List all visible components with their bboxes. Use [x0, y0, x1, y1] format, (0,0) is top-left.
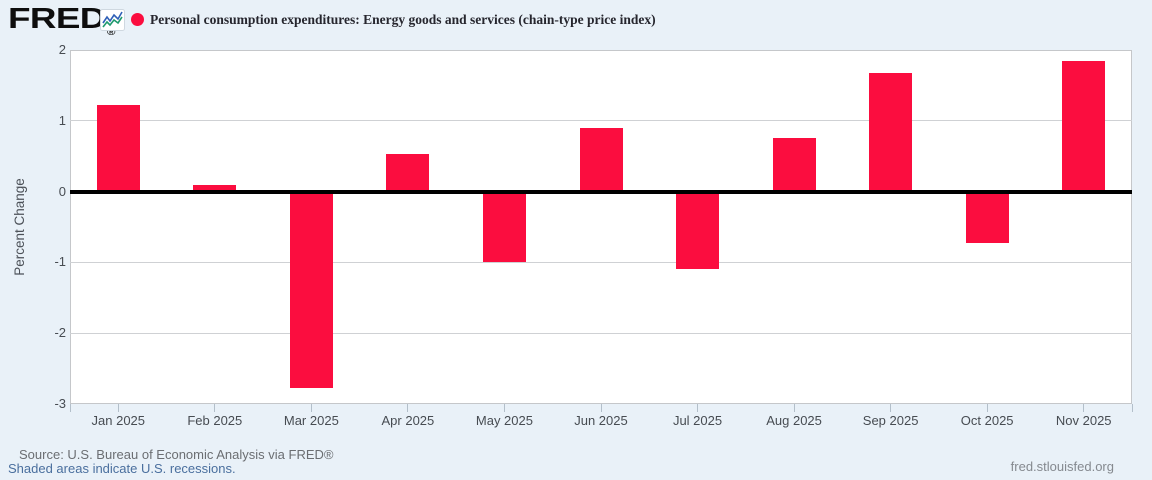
fred-site-link[interactable]: fred.stlouisfed.org: [1010, 459, 1114, 474]
y-tick-label: 2: [58, 42, 66, 57]
source-attribution: Source: U.S. Bureau of Economic Analysis…: [19, 447, 334, 462]
x-tick-label: Feb 2025: [187, 413, 243, 428]
y-tick-label: 1: [58, 112, 66, 128]
x-tick-label: Jan 2025: [91, 413, 146, 428]
bar-jan-2025[interactable]: [96, 105, 140, 192]
x-tick-label: Aug 2025: [766, 413, 822, 428]
y-tick-label: -2: [54, 325, 66, 341]
bar-jul-2025[interactable]: [676, 191, 720, 270]
series-legend-marker: [131, 13, 144, 26]
x-tick-label: Nov 2025: [1055, 413, 1112, 428]
x-tick-mark: [214, 404, 216, 412]
x-tick-mark: [503, 404, 505, 412]
x-tick-mark: [1083, 404, 1085, 412]
bar-nov-2025[interactable]: [1062, 61, 1106, 192]
bar-feb-2025[interactable]: [193, 185, 237, 192]
y-tick-label: -1: [54, 254, 66, 270]
x-tick-mark: [600, 404, 602, 412]
registered-trademark-symbol: ®: [107, 27, 115, 37]
x-tick-label: Oct 2025: [960, 413, 1014, 428]
bar-aug-2025[interactable]: [772, 137, 816, 192]
x-tick-label: May 2025: [475, 413, 533, 428]
gridline-y--1: [70, 261, 1132, 263]
fred-logo[interactable]: FRED®: [8, 3, 115, 38]
x-tick-label: Sep 2025: [862, 413, 919, 428]
bar-mar-2025[interactable]: [289, 191, 333, 389]
bar-may-2025[interactable]: [482, 191, 526, 262]
fred-mini-chart-icon: [100, 9, 125, 31]
bar-sep-2025[interactable]: [869, 73, 913, 192]
y-axis-title: Percent Change: [12, 178, 27, 276]
bar-jun-2025[interactable]: [579, 127, 623, 192]
x-tick-label: Apr 2025: [381, 413, 435, 428]
x-tick-mark: [890, 404, 892, 412]
y-tick-label: -3: [54, 396, 66, 411]
x-tick-mark: [310, 404, 312, 412]
y-tick-label: 0: [58, 183, 66, 199]
x-tick-mark: [986, 404, 988, 412]
x-axis-corner-tick: [1131, 404, 1133, 412]
x-tick-label: Mar 2025: [283, 413, 339, 428]
fred-logo-text: FRED: [8, 3, 106, 35]
zero-baseline: [70, 189, 1132, 194]
x-tick-mark: [117, 404, 119, 412]
gridline-y--2: [70, 332, 1132, 334]
bar-oct-2025[interactable]: [965, 191, 1009, 243]
x-tick-mark: [407, 404, 409, 412]
x-tick-label: Jul 2025: [672, 413, 723, 428]
plot-area: [70, 50, 1132, 404]
x-tick-mark: [697, 404, 699, 412]
recession-note-link[interactable]: Shaded areas indicate U.S. recessions.: [8, 461, 236, 476]
bar-apr-2025[interactable]: [386, 154, 430, 192]
x-tick-mark: [793, 404, 795, 412]
x-tick-label: Jun 2025: [574, 413, 628, 428]
series-title-link[interactable]: Personal consumption expenditures: Energ…: [150, 12, 656, 27]
x-axis-corner-tick: [69, 404, 71, 412]
gridline-y-1: [70, 120, 1132, 122]
